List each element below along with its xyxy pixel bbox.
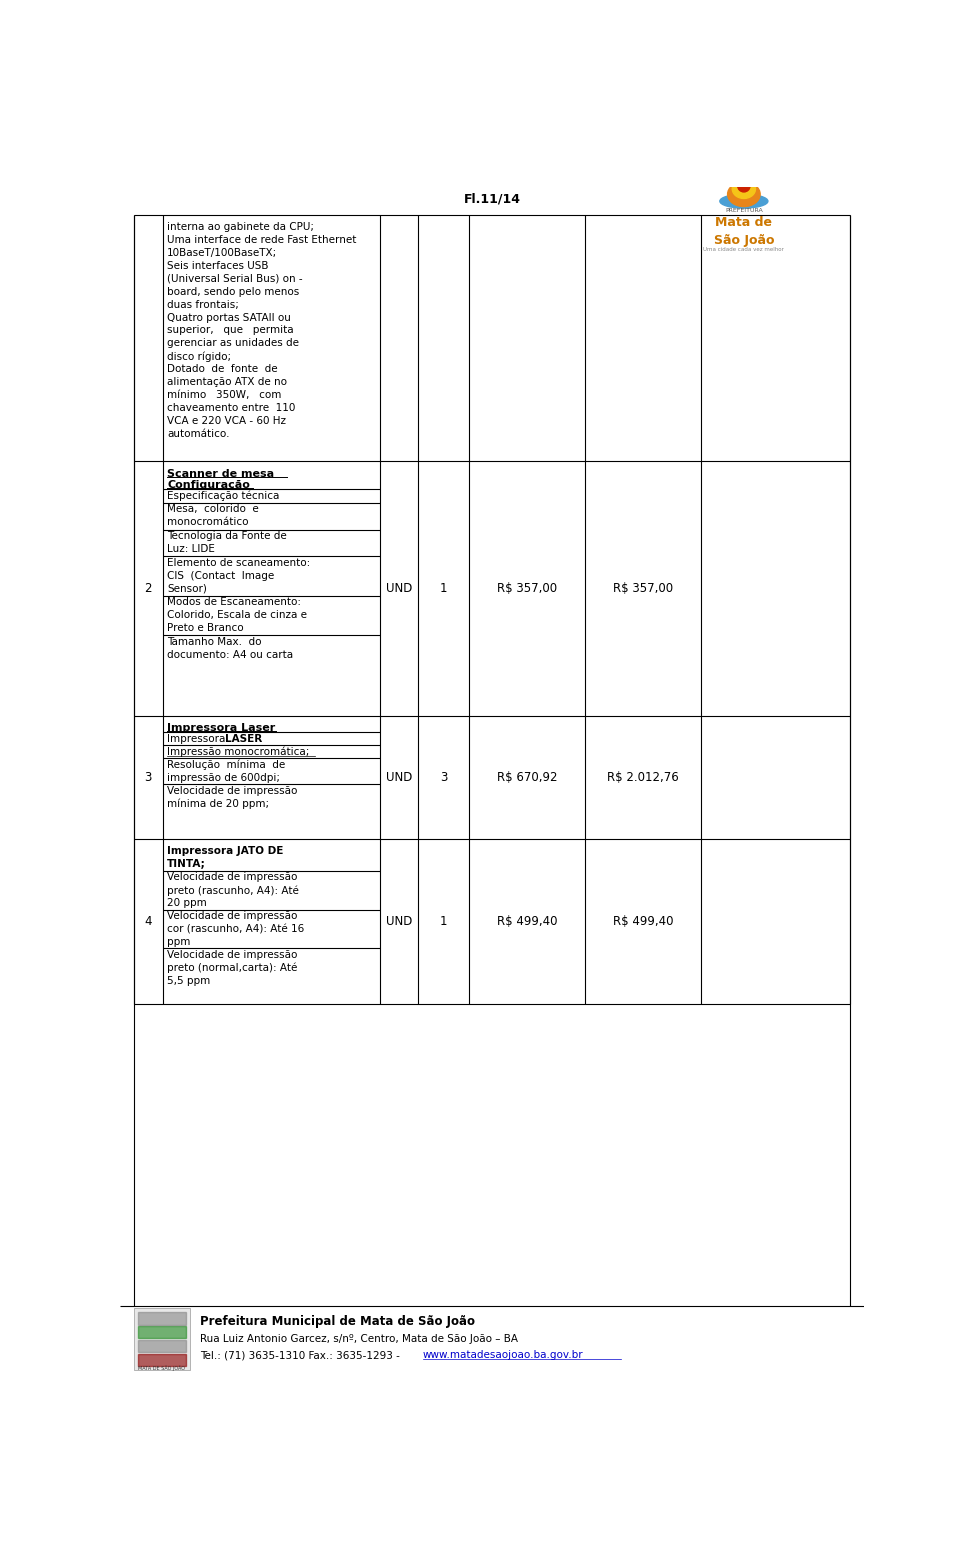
Text: LASER: LASER [225, 734, 262, 745]
Text: Modos de Escaneamento:: Modos de Escaneamento: [167, 598, 301, 607]
Text: Rua Luiz Antonio Garcez, s/nº, Centro, Mata de São João – BA: Rua Luiz Antonio Garcez, s/nº, Centro, M… [200, 1333, 517, 1344]
Text: Dotado  de  fonte  de: Dotado de fonte de [167, 364, 277, 375]
Text: chaveamento entre  110: chaveamento entre 110 [167, 403, 296, 414]
Text: mínima de 20 ppm;: mínima de 20 ppm; [167, 799, 270, 809]
Text: Uma cidade cada vez melhor: Uma cidade cada vez melhor [704, 247, 784, 251]
Text: Velocidade de impressão: Velocidade de impressão [167, 951, 298, 960]
Text: (Universal Serial Bus) on -: (Universal Serial Bus) on - [167, 273, 303, 284]
Text: Scanner de mesa: Scanner de mesa [167, 470, 275, 479]
Text: gerenciar as unidades de: gerenciar as unidades de [167, 339, 300, 348]
Text: Mesa,  colorido  e: Mesa, colorido e [167, 504, 259, 515]
Text: São João: São João [713, 234, 774, 247]
Text: R$ 357,00: R$ 357,00 [497, 582, 557, 595]
Text: interna ao gabinete da CPU;: interna ao gabinete da CPU; [167, 222, 314, 233]
Bar [138, 1339, 186, 1352]
Ellipse shape [720, 194, 768, 208]
Text: Resolução  mínima  de: Resolução mínima de [167, 760, 285, 771]
Text: board, sendo pelo menos: board, sendo pelo menos [167, 287, 300, 297]
Text: cor (rascunho, A4): Até 16: cor (rascunho, A4): Até 16 [167, 924, 304, 933]
Text: impressão de 600dpi;: impressão de 600dpi; [167, 773, 280, 782]
Text: R$ 670,92: R$ 670,92 [496, 771, 557, 784]
Text: 4: 4 [145, 915, 152, 929]
Text: Impressão monocromática;: Impressão monocromática; [167, 748, 310, 757]
Text: Preto e Branco: Preto e Branco [167, 623, 244, 634]
Text: Prefeitura Municipal de Mata de São João: Prefeitura Municipal de Mata de São João [200, 1316, 475, 1328]
Text: documento: A4 ou carta: documento: A4 ou carta [167, 649, 294, 660]
FancyBboxPatch shape [134, 1308, 190, 1371]
Text: UND: UND [386, 915, 412, 929]
Bar [138, 1353, 186, 1366]
Text: superior,   que   permita: superior, que permita [167, 325, 294, 336]
Ellipse shape [728, 183, 760, 206]
Text: Sensor): Sensor) [167, 584, 207, 593]
Text: Fl.11/14: Fl.11/14 [464, 192, 520, 206]
Text: 20 ppm: 20 ppm [167, 898, 207, 909]
Text: R$ 357,00: R$ 357,00 [613, 582, 673, 595]
Text: Impressora Laser: Impressora Laser [167, 723, 276, 734]
Text: Impressora JATO DE: Impressora JATO DE [167, 846, 283, 857]
Text: Velocidade de impressão: Velocidade de impressão [167, 873, 298, 882]
Ellipse shape [737, 180, 750, 192]
Text: preto (normal,carta): Até: preto (normal,carta): Até [167, 963, 298, 974]
Text: Mata de: Mata de [715, 215, 773, 229]
Text: Velocidade de impressão: Velocidade de impressão [167, 912, 298, 921]
Text: 5,5 ppm: 5,5 ppm [167, 976, 210, 987]
Text: Especificação técnica: Especificação técnica [167, 490, 279, 501]
Text: Quatro portas SATAII ou: Quatro portas SATAII ou [167, 312, 291, 323]
Text: R$ 499,40: R$ 499,40 [612, 915, 673, 929]
Text: www.matadesaojoao.ba.gov.br: www.matadesaojoao.ba.gov.br [423, 1350, 584, 1360]
Text: 10BaseT/100BaseTX;: 10BaseT/100BaseTX; [167, 248, 277, 258]
Text: Configuração: Configuração [167, 479, 251, 490]
Text: alimentação ATX de no: alimentação ATX de no [167, 378, 287, 387]
Text: R$ 499,40: R$ 499,40 [496, 915, 557, 929]
Text: duas frontais;: duas frontais; [167, 300, 239, 309]
Bar [138, 1327, 186, 1338]
Text: Colorido, Escala de cinza e: Colorido, Escala de cinza e [167, 610, 307, 620]
Text: PREFEITURA: PREFEITURA [725, 208, 763, 214]
Text: MATA DE SÃO JOÃO: MATA DE SÃO JOÃO [138, 1366, 185, 1371]
Text: disco rígido;: disco rígido; [167, 351, 231, 362]
Text: 2: 2 [145, 582, 152, 595]
Text: Tecnologia da Fonte de: Tecnologia da Fonte de [167, 531, 287, 542]
Text: monocromático: monocromático [167, 517, 249, 528]
Text: ppm: ppm [167, 937, 191, 948]
Text: Impressora: Impressora [167, 734, 228, 745]
Text: Luz: LIDE: Luz: LIDE [167, 543, 215, 554]
Text: Seis interfaces USB: Seis interfaces USB [167, 261, 269, 270]
Text: 3: 3 [145, 771, 152, 784]
Text: preto (rascunho, A4): Até: preto (rascunho, A4): Até [167, 885, 300, 896]
Text: Tamanho Max.  do: Tamanho Max. do [167, 637, 262, 646]
Ellipse shape [732, 180, 756, 198]
Text: mínimo   350W,   com: mínimo 350W, com [167, 390, 281, 400]
Text: Tel.: (71) 3635-1310 Fax.: 3635-1293 -: Tel.: (71) 3635-1310 Fax.: 3635-1293 - [200, 1350, 403, 1360]
Text: Elemento de scaneamento:: Elemento de scaneamento: [167, 557, 310, 568]
Text: Velocidade de impressão: Velocidade de impressão [167, 785, 298, 796]
Text: automático.: automático. [167, 429, 229, 439]
Text: UND: UND [386, 771, 412, 784]
Text: 1: 1 [440, 915, 447, 929]
Text: 3: 3 [440, 771, 447, 784]
Text: UND: UND [386, 582, 412, 595]
Text: R$ 2.012,76: R$ 2.012,76 [608, 771, 679, 784]
Text: Uma interface de rede Fast Ethernet: Uma interface de rede Fast Ethernet [167, 234, 357, 245]
Text: 1: 1 [440, 582, 447, 595]
Text: VCA e 220 VCA - 60 Hz: VCA e 220 VCA - 60 Hz [167, 417, 286, 426]
Bar [138, 1313, 186, 1325]
Text: TINTA;: TINTA; [167, 860, 206, 869]
Text: CIS  (Contact  Image: CIS (Contact Image [167, 571, 275, 581]
